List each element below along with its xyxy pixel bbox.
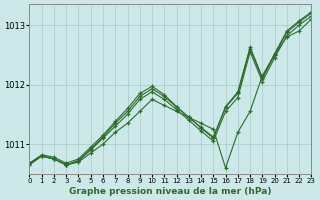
X-axis label: Graphe pression niveau de la mer (hPa): Graphe pression niveau de la mer (hPa) <box>69 187 272 196</box>
